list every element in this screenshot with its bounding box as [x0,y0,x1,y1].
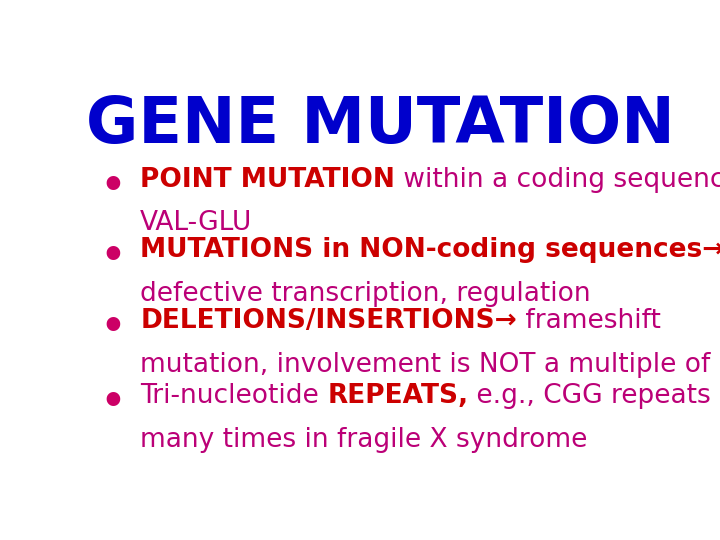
Text: POINT MUTATION: POINT MUTATION [140,167,395,193]
Text: Tri-nucleotide: Tri-nucleotide [140,383,328,409]
Text: GENE MUTATION: GENE MUTATION [86,94,675,156]
Text: many times in fragile X syndrome: many times in fragile X syndrome [140,427,588,453]
Text: e.g., CGG repeats: e.g., CGG repeats [469,383,711,409]
Text: •: • [100,167,125,205]
Text: mutation, involvement is NOT a multiple of 3: mutation, involvement is NOT a multiple … [140,352,720,377]
Text: REPEATS,: REPEATS, [328,383,469,409]
Text: defective transcription, regulation: defective transcription, regulation [140,281,591,307]
Text: •: • [100,308,125,346]
Text: DELETIONS/INSERTIONS→: DELETIONS/INSERTIONS→ [140,308,517,334]
Text: •: • [100,238,125,275]
Text: VAL-GLU: VAL-GLU [140,210,253,237]
Text: within a coding sequence:: within a coding sequence: [395,167,720,193]
Text: •: • [100,383,125,421]
Text: frameshift: frameshift [517,308,661,334]
Text: MUTATIONS in NON-coding sequences→: MUTATIONS in NON-coding sequences→ [140,238,720,264]
